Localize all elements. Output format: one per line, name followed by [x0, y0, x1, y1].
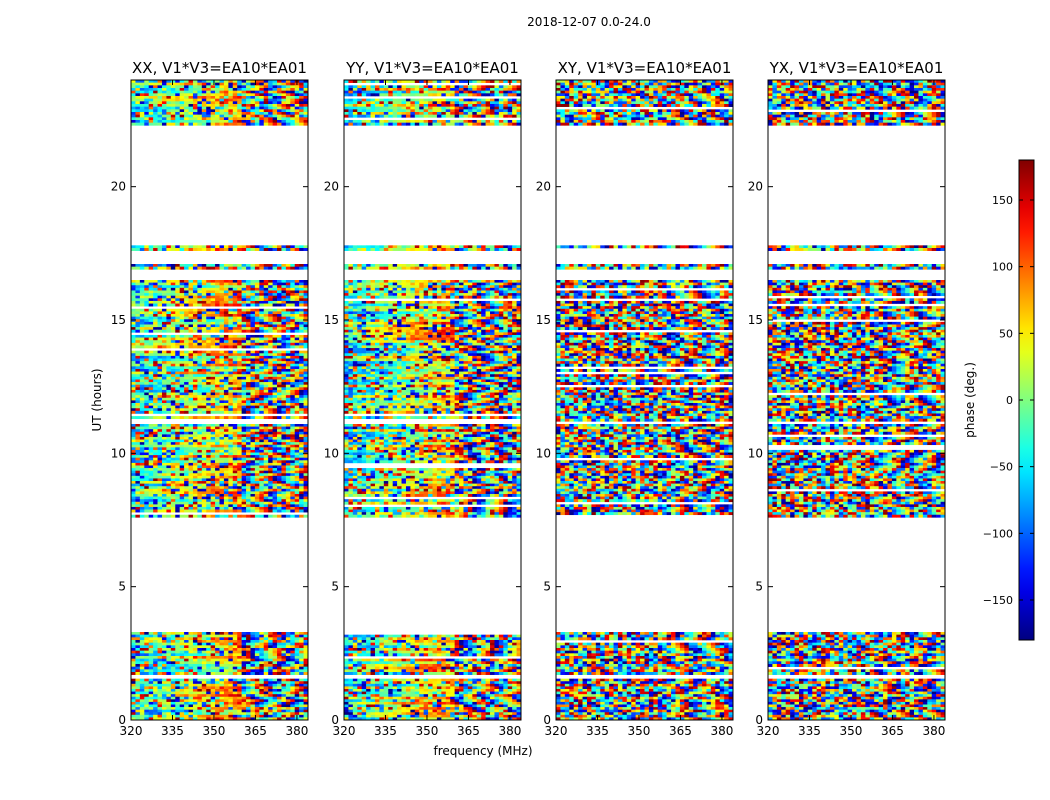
axes-frame: [555, 79, 734, 721]
panel-2: YY, V1*V3=EA10*EA01 320 335 350 365 380 0 5 10 15…: [324, 59, 522, 738]
panel-title: XX, V1*V3=EA10*EA01: [132, 59, 307, 77]
colorbar-tick-label: −50: [990, 461, 1013, 474]
axes-frame: [130, 79, 309, 721]
y-axis-label: UT (hours): [90, 368, 104, 431]
y-tick-label: 15: [748, 313, 763, 327]
x-tick-label: 350: [416, 724, 439, 738]
x-tick-label: 380: [498, 724, 521, 738]
x-tick-label: 320: [333, 724, 356, 738]
x-tick-label: 320: [545, 724, 568, 738]
y-tick-label: 5: [118, 580, 126, 594]
y-tick-label: 10: [748, 446, 763, 460]
x-tick-label: 335: [586, 724, 609, 738]
colorbar-label: phase (deg.): [963, 362, 977, 438]
panel-title: YX, V1*V3=EA10*EA01: [769, 59, 944, 77]
y-tick-label: 0: [118, 713, 126, 727]
x-tick-label: 335: [161, 724, 184, 738]
x-tick-label: 335: [798, 724, 821, 738]
y-tick-label: 0: [543, 713, 551, 727]
x-tick-label: 380: [285, 724, 308, 738]
y-tick-label: 0: [755, 713, 763, 727]
panel-4: YX, V1*V3=EA10*EA01 320 335 350 365 380 0 5 10 15…: [748, 59, 946, 738]
phase-heatmap: [768, 80, 945, 720]
y-tick-label: 20: [324, 180, 339, 194]
panels: XX, V1*V3=EA10*EA01 320 335 350 365 380 0 5 10 15…: [111, 59, 946, 738]
axes-frame: [767, 79, 946, 721]
y-tick-label: 5: [543, 580, 551, 594]
colorbar-tick-label: 100: [992, 261, 1013, 274]
x-tick-label: 365: [457, 724, 480, 738]
panel-1: XX, V1*V3=EA10*EA01 320 335 350 365 380 0 5 10 15…: [111, 59, 309, 738]
x-tick-label: 380: [922, 724, 945, 738]
panel-title: YY, V1*V3=EA10*EA01: [345, 59, 519, 77]
phase-heatmap: [131, 80, 308, 720]
y-tick-label: 10: [324, 446, 339, 460]
x-tick-label: 350: [840, 724, 863, 738]
panel-title: XY, V1*V3=EA10*EA01: [558, 59, 732, 77]
x-axis-label: frequency (MHz): [433, 744, 532, 758]
y-tick-label: 5: [755, 580, 763, 594]
x-tick-label: 335: [374, 724, 397, 738]
x-tick-label: 380: [710, 724, 733, 738]
figure-suptitle: 2018-12-07 0.0-24.0: [527, 15, 651, 29]
panel-3: XY, V1*V3=EA10*EA01 320 335 350 365 380 0 5 10 15…: [536, 59, 734, 738]
phase-heatmap: [344, 80, 521, 720]
colorbar-tick-label: 150: [992, 194, 1013, 207]
y-tick-label: 10: [536, 446, 551, 460]
y-tick-label: 20: [111, 180, 126, 194]
y-tick-label: 5: [331, 580, 339, 594]
colorbar-tick-label: 50: [999, 327, 1013, 340]
y-tick-label: 15: [111, 313, 126, 327]
colorbar: −150 −100 −50 0 50 100 150 phase (deg.): [963, 159, 1035, 641]
x-tick-label: 365: [669, 724, 692, 738]
axes-frame: [343, 79, 522, 721]
y-tick-label: 20: [748, 180, 763, 194]
colorbar-tick-label: −100: [983, 527, 1013, 540]
y-tick-label: 15: [536, 313, 551, 327]
y-tick-label: 20: [536, 180, 551, 194]
colorbar-tick-label: 0: [1006, 394, 1013, 407]
x-tick-label: 365: [881, 724, 904, 738]
x-tick-label: 350: [203, 724, 226, 738]
y-tick-label: 0: [331, 713, 339, 727]
x-tick-label: 320: [757, 724, 780, 738]
colorbar-tick-label: −150: [983, 594, 1013, 607]
phase-heatmap: [556, 80, 733, 720]
x-tick-label: 365: [244, 724, 267, 738]
x-tick-label: 350: [628, 724, 651, 738]
y-tick-label: 10: [111, 446, 126, 460]
x-tick-label: 320: [120, 724, 143, 738]
y-tick-label: 15: [324, 313, 339, 327]
